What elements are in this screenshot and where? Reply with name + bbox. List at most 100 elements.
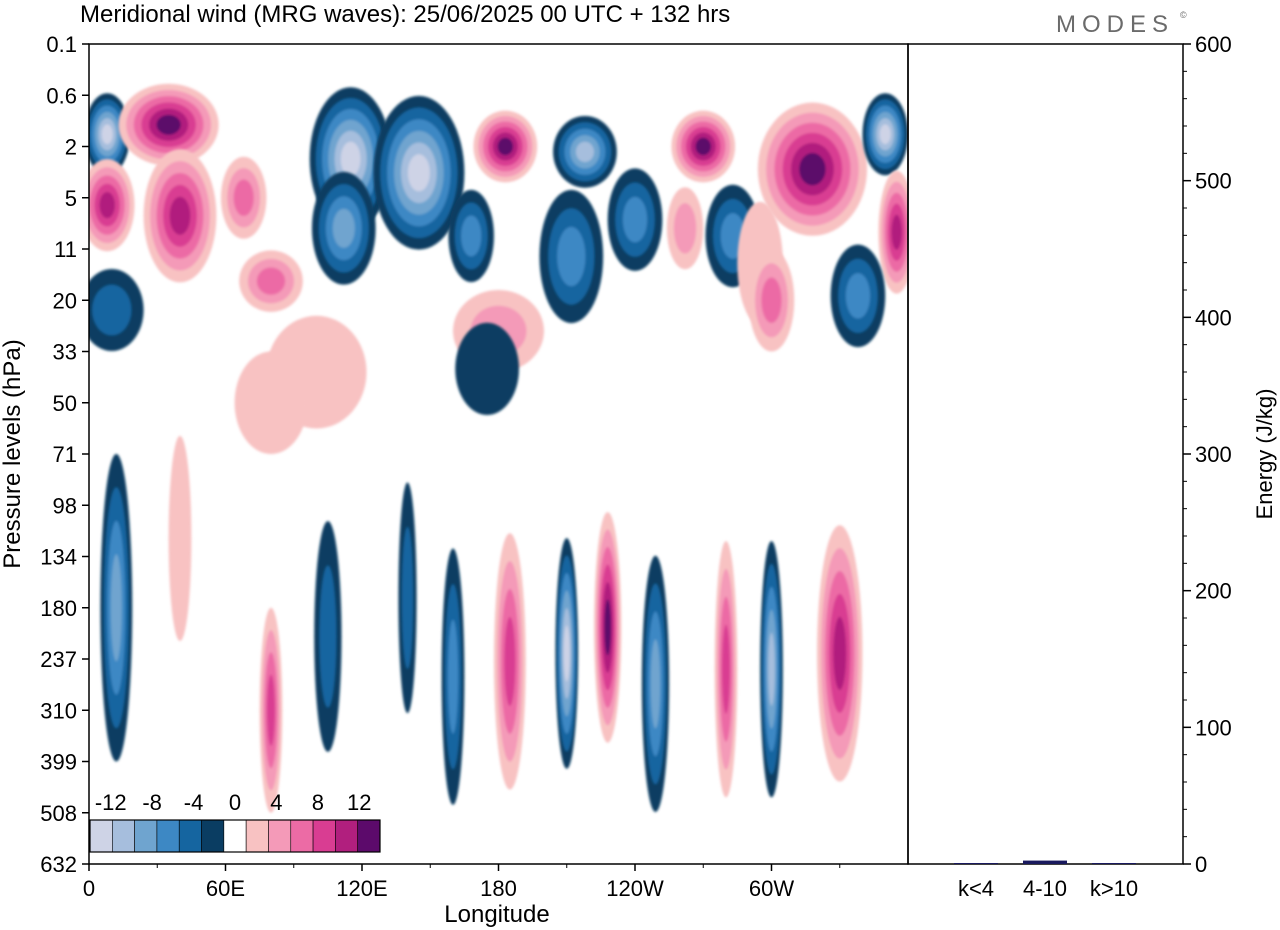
contour-level-0 xyxy=(234,351,308,454)
colorbar-bin xyxy=(290,819,314,853)
y-tick-label: 2 xyxy=(65,135,77,160)
contour-level-3 xyxy=(110,554,122,662)
energy-bar xyxy=(1023,860,1067,864)
contour-cell xyxy=(555,538,579,769)
contour-level-3 xyxy=(267,674,275,746)
contour-cell xyxy=(607,168,663,271)
contour-level-2 xyxy=(447,619,459,734)
contour-level-5 xyxy=(156,114,181,135)
colorbar-label: -4 xyxy=(184,790,204,815)
contour-level-0 xyxy=(168,435,192,641)
contour-cell xyxy=(118,83,219,166)
energy-bar xyxy=(954,863,998,864)
contour-level-2 xyxy=(557,226,586,287)
contour-level-2 xyxy=(845,273,871,319)
y-tick-label: 71 xyxy=(53,442,77,467)
contour-cell xyxy=(817,525,863,782)
energy-category-label: 4-10 xyxy=(1023,876,1067,901)
colorbar-bin xyxy=(335,819,358,853)
y-tick-label: 508 xyxy=(40,801,77,826)
colorbar: -12 -8 -4 0 4 8 12 xyxy=(89,790,381,853)
colorbar-bin xyxy=(245,819,269,853)
colorbar-bin xyxy=(156,819,180,853)
contour-level-4 xyxy=(99,191,115,219)
contour-level-5 xyxy=(101,124,113,145)
contour-level-3 xyxy=(332,208,355,248)
contour-cell xyxy=(830,244,886,348)
y-tick-label: 0.6 xyxy=(46,83,77,108)
contour-level-1 xyxy=(319,565,337,708)
energy-tick-label: 500 xyxy=(1195,169,1232,194)
colorbar-bin xyxy=(268,819,292,853)
contour-cell xyxy=(757,102,868,236)
longitude-axis: 0 60E 120E 180 120W 60W xyxy=(83,864,841,901)
energy-panel-frame xyxy=(907,43,1184,865)
y-tick-label: 237 xyxy=(40,647,77,672)
colorbar-label: -8 xyxy=(142,790,162,815)
contour-cell xyxy=(314,521,342,752)
colorbar-label: 0 xyxy=(229,790,241,815)
colorbar-bin xyxy=(112,819,135,853)
contour-cell xyxy=(641,555,670,813)
x-tick-label: 180 xyxy=(480,876,517,901)
contour-level-3 xyxy=(722,624,730,714)
energy-category-label: k>10 xyxy=(1090,876,1138,901)
contour-cell xyxy=(448,189,494,283)
contour-cell xyxy=(441,548,465,805)
contour-level-2 xyxy=(256,267,286,295)
contour-cell xyxy=(89,159,135,252)
contour-cell xyxy=(594,512,622,743)
contour-level-0 xyxy=(455,322,519,416)
contour-level-2 xyxy=(761,277,782,324)
contour-cell xyxy=(398,482,417,714)
contour-level-5 xyxy=(695,137,711,156)
modes-logo: MODES xyxy=(1056,11,1174,38)
y-tick-label: 11 xyxy=(54,237,77,262)
contour-level-4 xyxy=(768,632,775,706)
contour-level-3 xyxy=(504,616,516,706)
contour-level-1 xyxy=(92,284,132,336)
contour-level-5 xyxy=(407,154,430,192)
contour-level-4 xyxy=(891,214,902,250)
contour-level-5 xyxy=(604,599,612,656)
contour-cell xyxy=(553,115,617,188)
y-tick-label: 399 xyxy=(40,750,77,775)
contour-cell xyxy=(259,607,283,813)
contour-cell xyxy=(89,269,144,351)
colorbar-bin xyxy=(201,819,225,853)
contour-level-5 xyxy=(799,153,826,186)
colorbar-label: 12 xyxy=(347,790,371,815)
energy-tick-label: 400 xyxy=(1195,305,1232,330)
y-tick-label: 310 xyxy=(40,698,77,723)
contour-level-5 xyxy=(497,137,514,156)
y-tick-label: 134 xyxy=(40,545,77,570)
energy-tick-label: 300 xyxy=(1195,442,1232,467)
energy-category-label: k<4 xyxy=(958,876,994,901)
contour-cell xyxy=(143,149,217,283)
contour-cell xyxy=(239,250,303,312)
y-tick-label: 180 xyxy=(40,596,77,621)
contour-level-2 xyxy=(622,196,648,243)
contour-cell xyxy=(878,170,908,294)
y-tick-label: 20 xyxy=(53,288,77,313)
x-tick-label: 120W xyxy=(606,876,664,901)
y-tick-label: 33 xyxy=(53,340,77,365)
modes-logo-mark: © xyxy=(1180,10,1187,20)
contour-cell xyxy=(862,93,908,176)
energy-bar xyxy=(1092,863,1136,864)
contour-field xyxy=(89,83,908,813)
contour-cell xyxy=(220,156,267,239)
energy-tick-label: 200 xyxy=(1195,579,1232,604)
colorbar-bin xyxy=(357,819,381,853)
contour-cell xyxy=(748,249,795,352)
energy-axis-label: Energy (J/kg) xyxy=(1252,389,1277,520)
contour-cell xyxy=(311,171,376,285)
energy-tick-label: 600 xyxy=(1195,32,1232,57)
contour-cell xyxy=(539,189,604,324)
x-tick-label: 60E xyxy=(206,876,245,901)
contour-cell xyxy=(373,95,465,250)
y-tick-label: 632 xyxy=(40,852,77,877)
contour-cell xyxy=(168,435,192,641)
